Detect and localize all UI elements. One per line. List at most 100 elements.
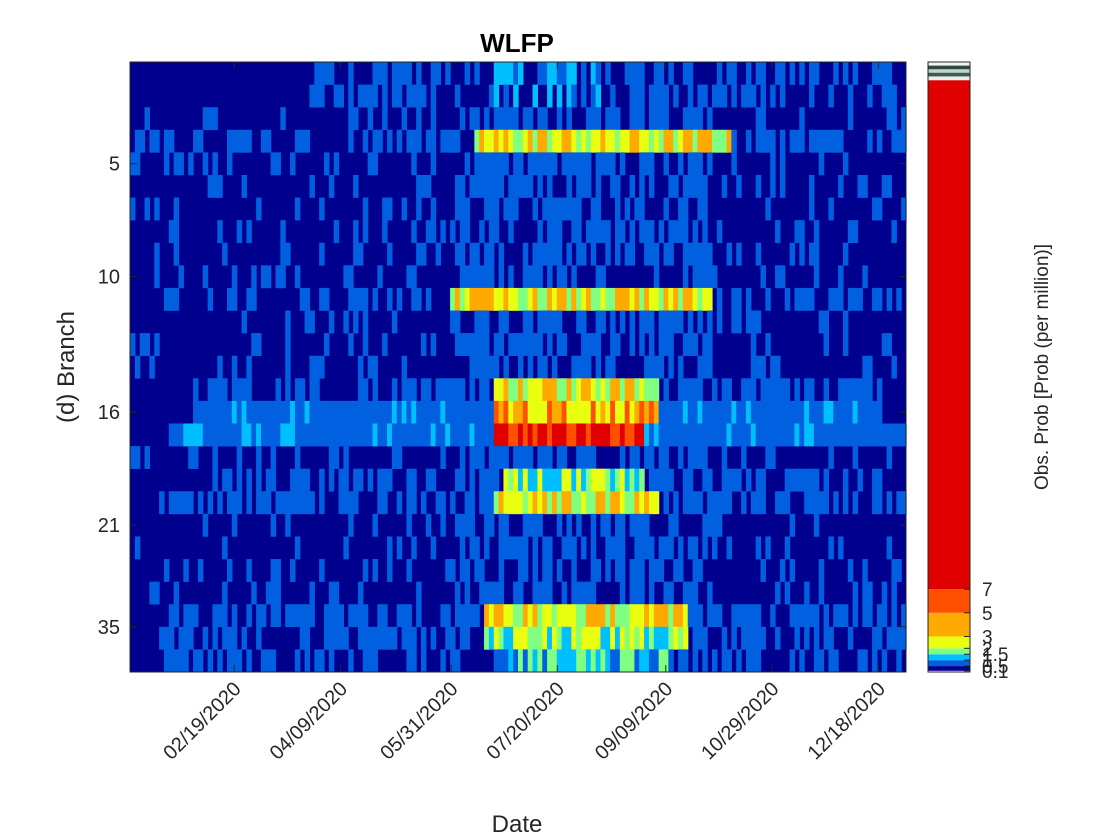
heatmap-cell bbox=[590, 197, 597, 221]
heatmap-cell bbox=[658, 287, 665, 311]
heatmap-cell bbox=[527, 310, 534, 334]
heatmap-cell bbox=[416, 197, 422, 221]
heatmap-cell bbox=[576, 197, 582, 221]
heatmap-cell bbox=[503, 536, 509, 560]
heatmap-row bbox=[134, 536, 893, 560]
heatmap-cell bbox=[163, 287, 170, 311]
heatmap-cell bbox=[454, 581, 461, 605]
heatmap-cell bbox=[561, 491, 568, 515]
heatmap-cell bbox=[566, 649, 572, 673]
heatmap-cell bbox=[881, 649, 888, 673]
heatmap-cell bbox=[411, 129, 417, 153]
heatmap-cell bbox=[605, 559, 611, 582]
heatmap-cell bbox=[556, 62, 563, 85]
heatmap-cell bbox=[610, 604, 616, 628]
heatmap-cell bbox=[503, 468, 509, 492]
heatmap-cell bbox=[867, 581, 873, 605]
heatmap-cell bbox=[324, 152, 330, 176]
heatmap-cell bbox=[450, 559, 456, 582]
heatmap-cell bbox=[658, 559, 665, 582]
heatmap-cell bbox=[416, 423, 422, 447]
heatmap-cell bbox=[246, 378, 252, 402]
heatmap-cell bbox=[459, 265, 466, 289]
heatmap-cell bbox=[891, 626, 897, 650]
heatmap-cell bbox=[571, 84, 577, 108]
heatmap-cell bbox=[644, 355, 650, 379]
heatmap-cell bbox=[755, 62, 762, 85]
heatmap-cell bbox=[847, 107, 854, 131]
heatmap-cell bbox=[212, 604, 218, 628]
heatmap-cell bbox=[513, 197, 519, 221]
heatmap-cell bbox=[508, 378, 514, 402]
heatmap-cell bbox=[615, 107, 621, 131]
heatmap-cell bbox=[615, 129, 621, 153]
heatmap-cell bbox=[566, 536, 572, 560]
heatmap-cell bbox=[610, 355, 616, 379]
heatmap-cell bbox=[770, 423, 776, 447]
heatmap-cell bbox=[682, 62, 689, 85]
heatmap-cell bbox=[265, 400, 272, 424]
heatmap-cell bbox=[891, 107, 897, 131]
heatmap-cell bbox=[610, 129, 616, 153]
heatmap-cell bbox=[619, 513, 626, 537]
heatmap-cell bbox=[421, 242, 427, 266]
heatmap-cell bbox=[391, 423, 398, 447]
heatmap-cell bbox=[571, 220, 577, 244]
heatmap-cell bbox=[818, 559, 825, 582]
heatmap-cell bbox=[391, 62, 398, 85]
heatmap-cell bbox=[639, 129, 645, 153]
heatmap-cell bbox=[639, 174, 645, 198]
heatmap-cell bbox=[624, 468, 631, 492]
heatmap-cell bbox=[896, 491, 902, 515]
heatmap-cell bbox=[697, 604, 703, 628]
heatmap-cell bbox=[459, 536, 466, 560]
heatmap-cell bbox=[542, 604, 548, 628]
heatmap-cell bbox=[585, 107, 592, 131]
heatmap-cell bbox=[518, 468, 524, 492]
heatmap-cell bbox=[813, 649, 820, 673]
heatmap-cell bbox=[227, 287, 233, 311]
heatmap-cell bbox=[294, 265, 301, 289]
heatmap-cell bbox=[217, 491, 223, 515]
heatmap-cell bbox=[653, 265, 660, 289]
heatmap-cell bbox=[367, 468, 374, 492]
heatmap-cell bbox=[595, 287, 602, 311]
heatmap-cell bbox=[624, 242, 631, 266]
heatmap-cell bbox=[775, 400, 781, 424]
heatmap-cell bbox=[750, 400, 757, 424]
heatmap-cell bbox=[847, 84, 854, 108]
heatmap-cell bbox=[484, 107, 490, 131]
heatmap-row bbox=[309, 84, 897, 108]
heatmap-cell bbox=[547, 604, 553, 628]
heatmap-cell bbox=[648, 129, 655, 153]
heatmap-cell bbox=[464, 423, 471, 447]
heatmap-cell bbox=[493, 604, 500, 628]
heatmap-cell bbox=[687, 107, 694, 131]
heatmap-cell bbox=[644, 626, 650, 650]
heatmap-cell bbox=[416, 62, 422, 85]
heatmap-cell bbox=[639, 400, 645, 424]
heatmap-cell bbox=[566, 423, 572, 447]
heatmap-cell bbox=[454, 287, 461, 311]
heatmap-cell bbox=[493, 84, 500, 108]
heatmap-cell bbox=[411, 468, 417, 492]
heatmap-cell bbox=[207, 400, 214, 424]
heatmap-cell bbox=[464, 626, 471, 650]
heatmap-cell bbox=[716, 604, 723, 628]
heatmap-cell bbox=[551, 355, 558, 379]
colorbar-tick-label: 7 bbox=[982, 580, 993, 601]
heatmap-cell bbox=[823, 378, 829, 402]
heatmap-cell bbox=[663, 446, 669, 469]
heatmap-cell bbox=[809, 174, 815, 198]
heatmap-cell bbox=[692, 536, 699, 560]
heatmap-cell bbox=[639, 107, 645, 131]
heatmap-cell bbox=[193, 446, 199, 469]
heatmap-cell bbox=[876, 378, 883, 402]
heatmap-cell bbox=[707, 581, 713, 605]
heatmap-cell bbox=[309, 400, 315, 424]
heatmap-cell bbox=[445, 378, 451, 402]
heatmap-cell bbox=[581, 84, 587, 108]
heatmap-cell bbox=[503, 446, 509, 469]
heatmap-cell bbox=[309, 491, 315, 515]
heatmap-cell bbox=[881, 423, 888, 447]
